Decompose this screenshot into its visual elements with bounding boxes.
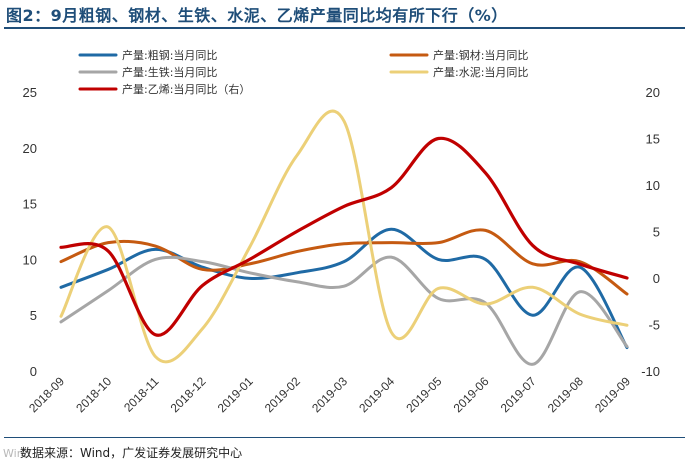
series-line-3 [59,255,629,366]
left-tick-label: 0 [30,364,37,379]
right-tick-label: 20 [646,85,660,100]
figure-title: 图2：9月粗钢、钢材、生铁、水泥、乙烯产量同比均有所下行（%） [6,6,508,25]
x-tick-label: 2019-06 [451,374,492,415]
x-axis: 2018-09 2018-10 2018-11 2018-12 2019-01 2019-… [26,374,633,415]
left-tick-label: 15 [23,197,37,212]
right-tick-label: -10 [641,364,660,379]
watermark: Wind [3,447,31,460]
x-tick-label: 2019-09 [592,374,633,415]
legend-label: 产量:乙烯:当月同比（右） [122,82,250,96]
x-tick-label: 2019-05 [403,374,444,415]
left-tick-label: 5 [30,308,37,323]
right-tick-label: 5 [653,225,660,240]
x-tick-label: 2019-01 [215,374,256,415]
series-line-5 [59,136,629,337]
right-tick-label: 10 [646,178,660,193]
series-line-2 [59,228,629,296]
left-tick-label: 25 [23,85,37,100]
right-tick-label: 15 [646,132,660,147]
right-tick-label: 0 [653,271,660,286]
left-tick-label: 20 [23,141,37,156]
right-tick-label: -5 [648,318,660,333]
legend-label: 产量:生铁:当月同比 [122,65,217,79]
x-tick-label: 2018-11 [121,374,162,415]
left-tick-label: 10 [23,252,37,267]
legend-label: 产量:水泥:当月同比 [433,65,528,79]
series-line-1 [59,227,629,350]
title-divider [4,27,685,29]
legend-label: 产量:粗钢:当月同比 [122,48,217,62]
x-tick-label: 2019-03 [309,374,350,415]
x-tick-label: 2018-10 [73,374,114,415]
x-tick-label: 2019-08 [545,374,586,415]
x-tick-label: 2018-09 [26,374,67,415]
x-tick-label: 2019-07 [498,374,539,415]
x-tick-label: 2018-12 [168,374,209,415]
source-note: 数据来源：Wind，广发证券发展研究中心 [20,446,243,460]
footer-divider [4,437,685,438]
series-line-4 [59,109,629,364]
legend-label: 产量:钢材:当月同比 [433,48,528,62]
x-tick-label: 2019-04 [356,374,397,415]
right-axis: -10 -5 0 5 10 15 20 [641,85,660,379]
x-tick-label: 2019-02 [262,374,303,415]
series-lines [59,109,629,366]
left-axis: 0 5 10 15 20 25 [23,85,37,379]
